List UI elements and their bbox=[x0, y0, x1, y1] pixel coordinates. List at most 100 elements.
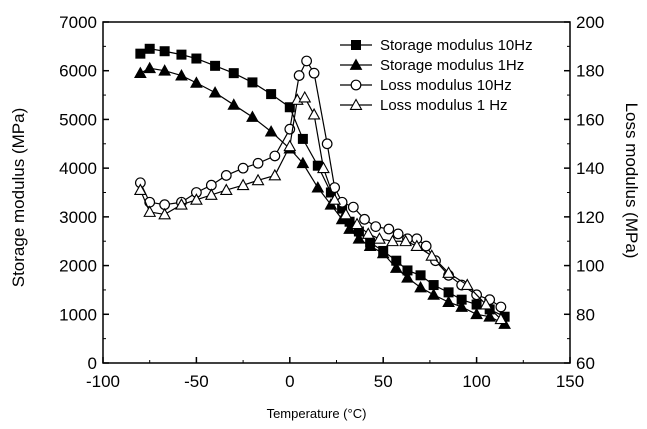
x-tick-label: -50 bbox=[184, 372, 209, 391]
data-point bbox=[227, 98, 241, 110]
data-point bbox=[237, 162, 249, 174]
data-point bbox=[133, 183, 147, 196]
legend-label: Loss modulus 10Hz bbox=[380, 77, 512, 94]
data-point bbox=[158, 207, 172, 220]
data-point bbox=[321, 138, 333, 150]
y-tick-label: 0 bbox=[88, 354, 97, 373]
legend-label: Loss modulus 1 Hz bbox=[380, 97, 508, 114]
legend-marker bbox=[351, 40, 361, 50]
data-point bbox=[307, 107, 321, 120]
legend-item: Loss modulus 1 Hz bbox=[340, 97, 508, 114]
data-point bbox=[483, 310, 497, 322]
data-point bbox=[191, 53, 202, 64]
data-point bbox=[246, 110, 259, 122]
data-point bbox=[470, 307, 483, 320]
data-point bbox=[410, 239, 424, 252]
legend-marker bbox=[349, 98, 363, 110]
data-point bbox=[266, 89, 277, 100]
data-point bbox=[143, 61, 157, 74]
y2-tick-label: 120 bbox=[576, 208, 604, 227]
data-point bbox=[144, 43, 155, 54]
data-point bbox=[293, 70, 305, 81]
x-tick-label: 50 bbox=[374, 372, 393, 391]
data-point bbox=[443, 287, 454, 298]
data-point bbox=[383, 223, 395, 235]
y-tick-label: 1000 bbox=[59, 305, 97, 324]
data-point bbox=[175, 198, 188, 210]
legend-marker bbox=[349, 58, 363, 70]
data-point bbox=[373, 232, 386, 244]
data-point bbox=[143, 205, 157, 217]
data-point bbox=[204, 188, 218, 200]
data-point bbox=[392, 228, 404, 240]
y2-axis-title: Loss modulus (MPa) bbox=[622, 103, 641, 259]
data-point bbox=[316, 161, 330, 174]
data-point bbox=[370, 221, 382, 233]
data-point bbox=[455, 300, 469, 312]
data-point bbox=[311, 181, 325, 193]
data-point bbox=[219, 183, 233, 196]
data-point bbox=[268, 168, 282, 181]
data-point bbox=[228, 68, 239, 79]
data-point bbox=[414, 280, 427, 293]
data-point bbox=[296, 156, 310, 169]
data-point bbox=[159, 46, 170, 57]
data-point bbox=[415, 270, 426, 281]
data-point bbox=[495, 301, 507, 313]
data-point bbox=[158, 64, 171, 76]
y-tick-label: 3000 bbox=[59, 208, 97, 227]
y-axis-right-ticks: 60 80 100 120 140 160 180 200 bbox=[564, 13, 604, 373]
data-point bbox=[442, 295, 455, 308]
data-point bbox=[208, 86, 222, 98]
legend-item: Storage modulus 10Hz bbox=[340, 37, 533, 54]
y-tick-label: 7000 bbox=[59, 13, 97, 32]
data-point bbox=[363, 239, 377, 251]
x-tick-label: 150 bbox=[556, 372, 584, 391]
legend-marker bbox=[350, 79, 362, 91]
data-point bbox=[176, 49, 187, 60]
data-point bbox=[399, 234, 413, 247]
data-point bbox=[247, 77, 258, 88]
data-point bbox=[220, 170, 232, 181]
data-point bbox=[350, 217, 364, 230]
data-point bbox=[190, 76, 203, 88]
data-point bbox=[442, 266, 456, 278]
data-point bbox=[175, 69, 188, 81]
x-axis-title: Temperature (°C) bbox=[267, 406, 367, 421]
data-point bbox=[401, 271, 414, 283]
legend-item: Loss modulus 10Hz bbox=[340, 77, 512, 94]
x-tick-label: -100 bbox=[86, 372, 120, 391]
y2-tick-label: 140 bbox=[576, 159, 604, 178]
data-point bbox=[284, 102, 295, 113]
data-point bbox=[479, 297, 493, 310]
data-point bbox=[134, 66, 147, 79]
y-axis-title: Storage modulus (MPa) bbox=[9, 108, 28, 288]
data-point bbox=[264, 125, 278, 137]
data-point bbox=[427, 288, 440, 300]
y2-tick-label: 100 bbox=[576, 257, 604, 276]
data-point bbox=[352, 232, 366, 244]
data-point bbox=[236, 178, 250, 191]
y-tick-label: 4000 bbox=[59, 159, 97, 178]
data-point bbox=[386, 234, 399, 247]
data-point bbox=[339, 207, 353, 220]
data-point bbox=[301, 55, 313, 67]
data-point bbox=[328, 193, 342, 205]
data-point bbox=[298, 90, 312, 103]
data-point bbox=[308, 67, 320, 79]
data-point bbox=[460, 278, 474, 291]
y-axis-left-ticks: 0 1000 2000 3000 4000 5000 6000 7000 bbox=[59, 13, 109, 373]
y2-tick-label: 180 bbox=[576, 62, 604, 81]
y-tick-label: 6000 bbox=[59, 62, 97, 81]
data-point bbox=[252, 157, 264, 169]
y2-tick-label: 80 bbox=[576, 305, 595, 324]
y-tick-label: 5000 bbox=[59, 110, 97, 129]
data-point bbox=[361, 227, 375, 239]
data-point bbox=[269, 150, 281, 162]
y2-tick-label: 60 bbox=[576, 354, 595, 373]
x-tick-label: 0 bbox=[285, 372, 294, 391]
data-point bbox=[251, 173, 265, 186]
legend-label: Storage modulus 10Hz bbox=[380, 37, 533, 54]
